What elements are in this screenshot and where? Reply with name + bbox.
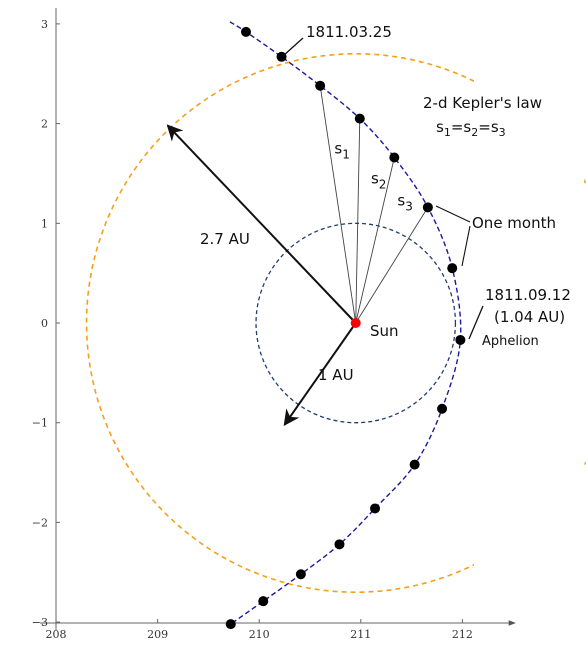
sector-line	[355, 207, 429, 324]
y-tick-label: −2	[32, 516, 48, 529]
x-tick-label: 210	[249, 628, 270, 641]
sector-line	[319, 85, 357, 324]
sector-lines	[319, 85, 429, 324]
sector-label: s3	[397, 191, 412, 213]
comet-point	[370, 503, 381, 514]
y-tick-label: 2	[41, 118, 48, 131]
comet-point	[389, 152, 400, 163]
date-start-label: 1811.03.25	[306, 23, 392, 41]
big-circle-gap	[474, 70, 584, 580]
comet-point	[437, 403, 448, 414]
comet-point	[334, 539, 345, 550]
y-tick-label: 0	[41, 317, 48, 330]
comet-point	[315, 80, 326, 91]
comet-point	[240, 26, 251, 37]
aphelion-label: Aphelion	[482, 334, 539, 349]
comet-point	[447, 263, 458, 274]
sector-line	[355, 157, 395, 324]
kepler-law-title: 2-d Kepler's law	[423, 94, 542, 112]
x-tick-label: 211	[350, 628, 371, 641]
radius-arrow-labels: 2.7 AU 1 AU	[200, 230, 354, 384]
comet-point	[225, 619, 236, 630]
comet-points	[225, 26, 466, 630]
aphelion-distance-label: (1.04 AU)	[494, 308, 565, 326]
comet-point	[258, 596, 269, 607]
x-tick-label: 212	[452, 628, 473, 641]
radius-arrow-label: 1 AU	[318, 366, 354, 384]
radius-arrow	[166, 124, 357, 324]
sector-labels: s1 s2 s3	[334, 140, 412, 214]
comet-point	[455, 334, 466, 345]
y-tick-label: −3	[32, 616, 48, 629]
one-month-label: One month	[472, 214, 556, 232]
sun-marker	[350, 318, 361, 328]
sector-label: s1	[334, 140, 349, 162]
x-tick-group: 208 209 210 211 212	[46, 619, 473, 641]
kepler-equation: s1=s2=s3	[436, 118, 506, 139]
comet-point	[422, 202, 433, 213]
one-month-leader-2	[461, 225, 471, 267]
comet-point	[295, 569, 306, 580]
radius-arrows	[166, 124, 357, 427]
date-start-leader	[282, 37, 304, 57]
radius-arrow	[283, 322, 357, 427]
sector-line	[355, 118, 361, 324]
x-tick-label: 209	[147, 628, 168, 641]
one-month-leader-1	[435, 205, 471, 223]
aphelion-date-label: 1811.09.12	[485, 286, 571, 304]
y-tick-group: −3 −2 −1 0 1 2 3	[32, 18, 60, 629]
y-tick-label: −1	[32, 417, 48, 430]
x-tick-label: 208	[46, 628, 67, 641]
radius-arrow-label: 2.7 AU	[200, 230, 250, 248]
comet-orbit-path	[229, 21, 462, 625]
y-tick-label: 1	[41, 217, 48, 230]
comet-point	[409, 459, 420, 470]
earth-orbit-circle-1-au	[255, 222, 457, 424]
sun-label: Sun	[370, 322, 399, 340]
y-tick-label: 3	[41, 18, 48, 31]
aphelion-leader	[468, 305, 484, 340]
comet-point	[354, 113, 365, 124]
sector-label: s2	[371, 169, 386, 191]
